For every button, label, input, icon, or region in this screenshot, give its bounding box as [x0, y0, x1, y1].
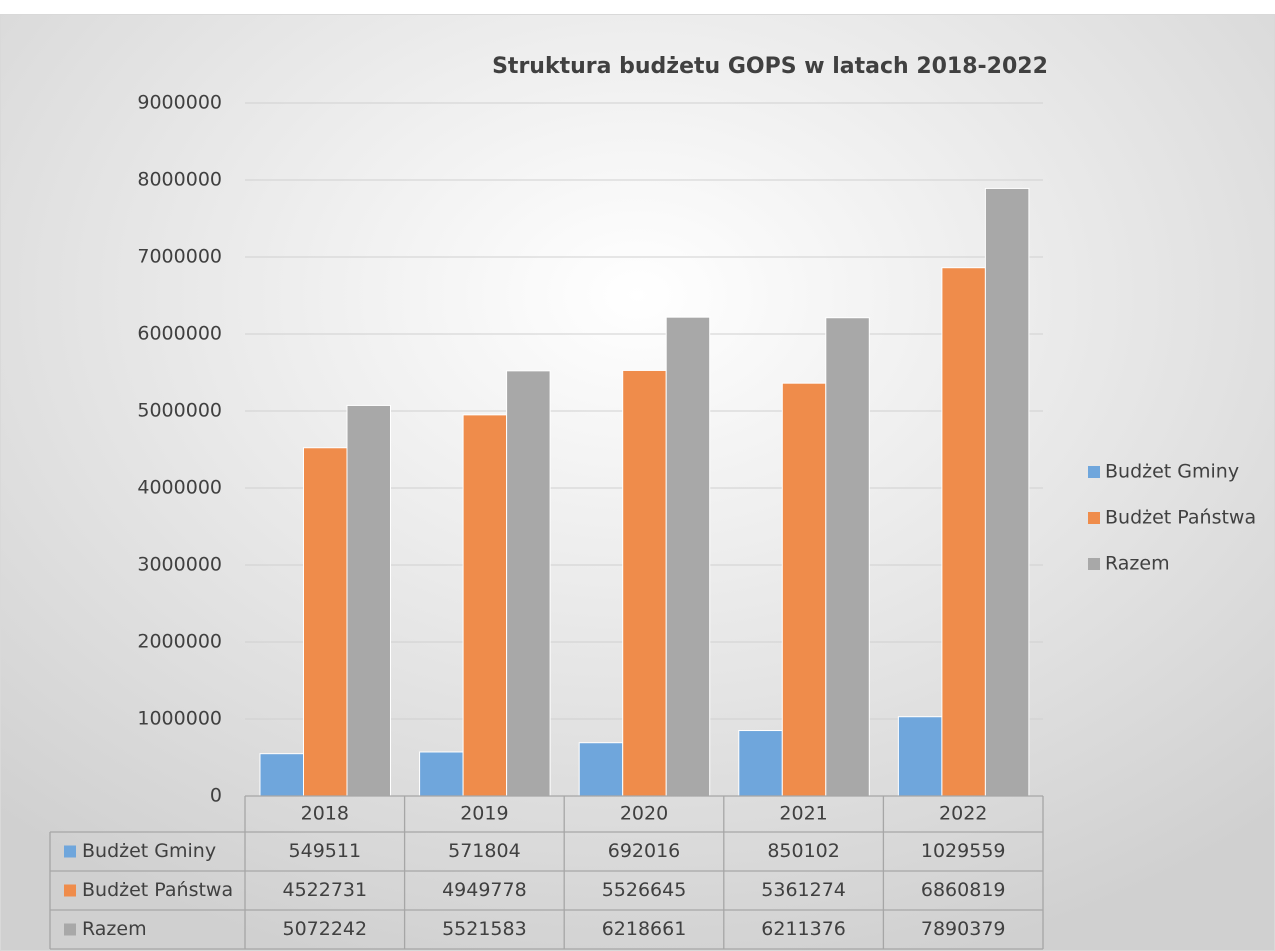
- bar: [622, 369, 667, 797]
- legend-key: [1088, 558, 1100, 570]
- legend-label: Razem: [1105, 553, 1170, 575]
- legend-label: Budżet Państwa: [1105, 507, 1256, 529]
- y-tick-label: 8000000: [137, 169, 222, 191]
- table-cell: 850102: [767, 840, 840, 862]
- table-cell: 6211376: [761, 918, 846, 940]
- table-row-label: Budżet Gminy: [82, 840, 216, 862]
- y-tick-label: 3000000: [137, 554, 222, 576]
- x-tick-label: 2020: [620, 803, 668, 825]
- bar: [346, 404, 391, 797]
- table-row-label: Budżet Państwa: [82, 879, 233, 901]
- bar: [578, 742, 624, 797]
- table-cell: 5361274: [761, 879, 846, 901]
- y-tick-label: 0: [210, 785, 222, 807]
- bar: [419, 751, 464, 797]
- x-tick-label: 2022: [939, 803, 987, 825]
- chart-title: Struktura budżetu GOPS w latach 2018-202…: [492, 54, 1048, 79]
- y-tick-label: 7000000: [137, 246, 222, 268]
- table-cell: 5072242: [282, 918, 367, 940]
- table-row-label: Razem: [82, 918, 147, 940]
- table-cell: 7890379: [921, 918, 1006, 940]
- table-cell: 692016: [608, 840, 681, 862]
- table-cell: 6218661: [602, 918, 687, 940]
- table-cell: 5521583: [442, 918, 527, 940]
- bar: [665, 316, 711, 797]
- table-legend-key: [64, 884, 76, 897]
- y-tick-label: 5000000: [137, 400, 222, 422]
- y-tick-label: 9000000: [137, 92, 222, 114]
- x-tick-label: 2019: [460, 803, 508, 825]
- bar: [825, 317, 870, 797]
- bar: [506, 370, 551, 797]
- table-legend-key: [64, 845, 76, 858]
- legend-key: [1088, 512, 1100, 524]
- y-tick-label: 4000000: [137, 477, 222, 499]
- table-cell: 5526645: [602, 879, 687, 901]
- bar: [781, 382, 827, 797]
- y-tick-label: 6000000: [137, 323, 222, 345]
- bar: [303, 447, 348, 797]
- table-legend-key: [64, 923, 76, 936]
- table-cell: 6860819: [921, 879, 1006, 901]
- legend-label: Budżet Gminy: [1105, 461, 1239, 483]
- bar: [259, 753, 304, 797]
- bar: [462, 414, 508, 797]
- legend-key: [1088, 466, 1100, 478]
- bar: [897, 716, 943, 797]
- table-cell: 1029559: [921, 840, 1006, 862]
- bar: [941, 267, 986, 797]
- x-tick-label: 2018: [301, 803, 349, 825]
- bar: [984, 187, 1030, 797]
- table-cell: 4949778: [442, 879, 527, 901]
- y-tick-label: 1000000: [137, 708, 222, 730]
- bar: [738, 730, 783, 797]
- table-cell: 571804: [448, 840, 521, 862]
- table-cell: 4522731: [282, 879, 367, 901]
- y-tick-label: 2000000: [137, 631, 222, 653]
- x-tick-label: 2021: [779, 803, 827, 825]
- table-cell: 549511: [289, 840, 362, 862]
